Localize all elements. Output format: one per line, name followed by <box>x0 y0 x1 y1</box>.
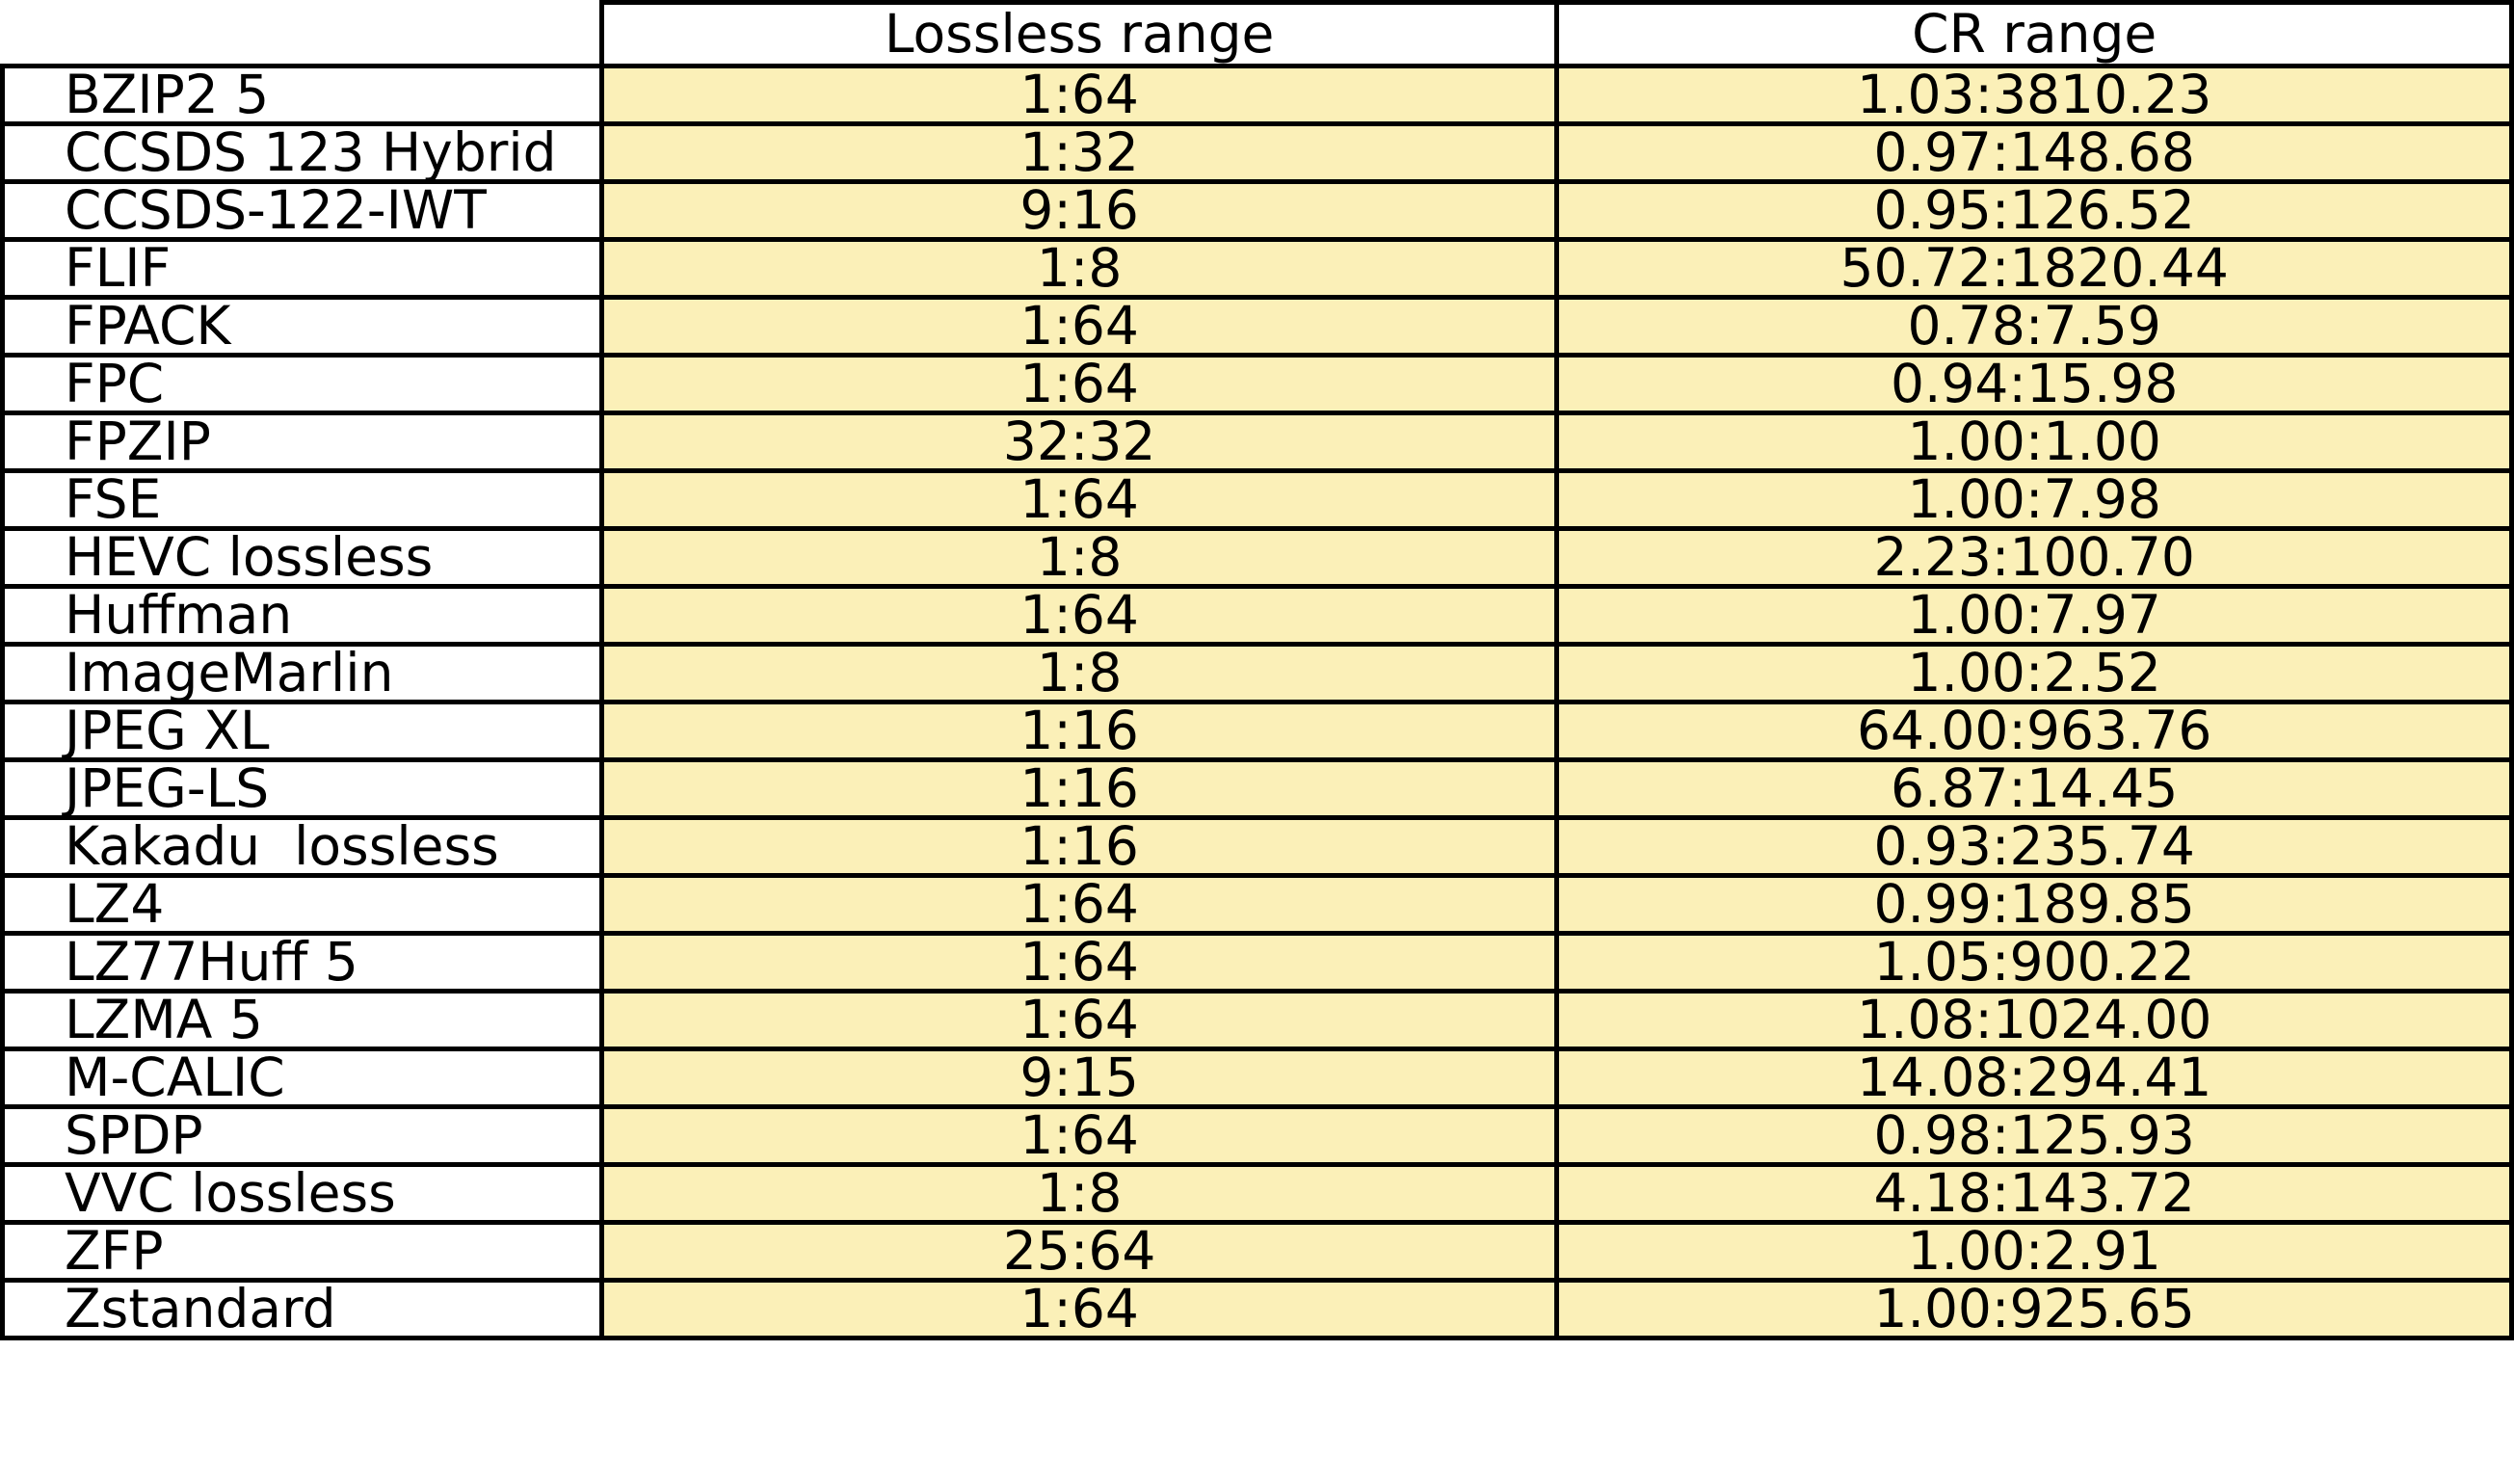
lossless-range-cell: 1:64 <box>598 873 1560 936</box>
table-row: Zstandard 1:64 1.00:925.65 <box>0 1278 2514 1340</box>
table-row: CCSDS-122-IWT 9:16 0.95:126.52 <box>0 179 2514 242</box>
lossless-range-cell: 1:16 <box>598 700 1560 762</box>
compressor-name-cell: JPEG XL <box>0 700 604 762</box>
header-blank-cell <box>2 2 604 68</box>
table-row: BZIP2 5 1:64 1.03:3810.23 <box>0 64 2514 126</box>
lossless-range-cell: 32:32 <box>598 411 1560 473</box>
header-cr-range: CR range <box>1554 0 2514 68</box>
compressor-name-cell: Kakadu lossless <box>0 815 604 878</box>
compressor-name-cell: FPC <box>0 353 604 415</box>
cr-range-cell: 0.99:189.85 <box>1554 873 2514 936</box>
table-row: Huffman 1:64 1.00:7.97 <box>0 584 2514 647</box>
compressor-name-cell: VVC lossless <box>0 1162 604 1225</box>
compressor-name-cell: Zstandard <box>0 1278 604 1340</box>
lossless-range-cell: 1:64 <box>598 468 1560 531</box>
compression-range-table: Lossless range CR range BZIP2 5 1:64 1.03:… <box>0 0 2514 1340</box>
compressor-name-cell: M-CALIC <box>0 1047 604 1109</box>
lossless-range-cell: 9:15 <box>598 1047 1560 1109</box>
cr-range-cell: 1.00:1.00 <box>1554 411 2514 473</box>
cr-range-cell: 4.18:143.72 <box>1554 1162 2514 1225</box>
lossless-range-cell: 25:64 <box>598 1220 1560 1283</box>
lossless-range-cell: 1:16 <box>598 757 1560 820</box>
table-row: JPEG-LS 1:16 6.87:14.45 <box>0 757 2514 820</box>
table-row: Kakadu lossless 1:16 0.93:235.74 <box>0 815 2514 878</box>
table-row: FPZIP 32:32 1.00:1.00 <box>0 411 2514 473</box>
lossless-range-cell: 1:64 <box>598 989 1560 1051</box>
cr-range-cell: 6.87:14.45 <box>1554 757 2514 820</box>
compressor-name-cell: ImageMarlin <box>0 642 604 704</box>
table-row: ZFP 25:64 1.00:2.91 <box>0 1220 2514 1283</box>
compressor-name-cell: CCSDS 123 Hybrid <box>0 121 604 184</box>
cr-range-cell: 0.94:15.98 <box>1554 353 2514 415</box>
cr-range-cell: 1.00:7.97 <box>1554 584 2514 647</box>
table-header-row: Lossless range CR range <box>2 0 2514 68</box>
lossless-range-cell: 1:8 <box>598 1162 1560 1225</box>
cr-range-cell: 1.05:900.22 <box>1554 931 2514 994</box>
cr-range-cell: 2.23:100.70 <box>1554 526 2514 589</box>
lossless-range-cell: 1:8 <box>598 237 1560 300</box>
compressor-name-cell: CCSDS-122-IWT <box>0 179 604 242</box>
compressor-name-cell: LZ77Huff 5 <box>0 931 604 994</box>
table-body: BZIP2 5 1:64 1.03:3810.23 CCSDS 123 Hybrid 1… <box>0 64 2514 1340</box>
table-row: CCSDS 123 Hybrid 1:32 0.97:148.68 <box>0 121 2514 184</box>
lossless-range-cell: 1:16 <box>598 815 1560 878</box>
cr-range-cell: 1.08:1024.00 <box>1554 989 2514 1051</box>
compressor-name-cell: HEVC lossless <box>0 526 604 589</box>
lossless-range-cell: 1:64 <box>598 64 1560 126</box>
table-row: JPEG XL 1:16 64.00:963.76 <box>0 700 2514 762</box>
lossless-range-cell: 1:64 <box>598 1278 1560 1340</box>
lossless-range-cell: 1:8 <box>598 642 1560 704</box>
table-row: FPC 1:64 0.94:15.98 <box>0 353 2514 415</box>
table-row: VVC lossless 1:8 4.18:143.72 <box>0 1162 2514 1225</box>
cr-range-cell: 64.00:963.76 <box>1554 700 2514 762</box>
cr-range-cell: 1.03:3810.23 <box>1554 64 2514 126</box>
compressor-name-cell: LZMA 5 <box>0 989 604 1051</box>
cr-range-cell: 0.95:126.52 <box>1554 179 2514 242</box>
compressor-name-cell: SPDP <box>0 1104 604 1167</box>
table-row: FPACK 1:64 0.78:7.59 <box>0 295 2514 358</box>
lossless-range-cell: 1:32 <box>598 121 1560 184</box>
cr-range-cell: 1.00:2.91 <box>1554 1220 2514 1283</box>
table-row: LZMA 5 1:64 1.08:1024.00 <box>0 989 2514 1051</box>
compressor-name-cell: FLIF <box>0 237 604 300</box>
lossless-range-cell: 1:64 <box>598 1104 1560 1167</box>
header-lossless-range: Lossless range <box>598 0 1560 68</box>
cr-range-cell: 0.97:148.68 <box>1554 121 2514 184</box>
compressor-name-cell: FSE <box>0 468 604 531</box>
cr-range-cell: 14.08:294.41 <box>1554 1047 2514 1109</box>
lossless-range-cell: 1:64 <box>598 584 1560 647</box>
cr-range-cell: 0.98:125.93 <box>1554 1104 2514 1167</box>
compression-range-table-container: Lossless range CR range BZIP2 5 1:64 1.03:… <box>0 0 2514 1340</box>
table-row: LZ4 1:64 0.99:189.85 <box>0 873 2514 936</box>
cr-range-cell: 1.00:2.52 <box>1554 642 2514 704</box>
cr-range-cell: 1.00:7.98 <box>1554 468 2514 531</box>
compressor-name-cell: FPACK <box>0 295 604 358</box>
cr-range-cell: 50.72:1820.44 <box>1554 237 2514 300</box>
compressor-name-cell: BZIP2 5 <box>0 64 604 126</box>
compressor-name-cell: FPZIP <box>0 411 604 473</box>
table-row: SPDP 1:64 0.98:125.93 <box>0 1104 2514 1167</box>
table-row: FLIF 1:8 50.72:1820.44 <box>0 237 2514 300</box>
table-row: HEVC lossless 1:8 2.23:100.70 <box>0 526 2514 589</box>
lossless-range-cell: 1:64 <box>598 295 1560 358</box>
compressor-name-cell: ZFP <box>0 1220 604 1283</box>
lossless-range-cell: 1:8 <box>598 526 1560 589</box>
compressor-name-cell: Huffman <box>0 584 604 647</box>
lossless-range-cell: 1:64 <box>598 931 1560 994</box>
table-row: ImageMarlin 1:8 1.00:2.52 <box>0 642 2514 704</box>
compressor-name-cell: JPEG-LS <box>0 757 604 820</box>
lossless-range-cell: 9:16 <box>598 179 1560 242</box>
lossless-range-cell: 1:64 <box>598 353 1560 415</box>
table-row: FSE 1:64 1.00:7.98 <box>0 468 2514 531</box>
compressor-name-cell: LZ4 <box>0 873 604 936</box>
cr-range-cell: 0.93:235.74 <box>1554 815 2514 878</box>
cr-range-cell: 1.00:925.65 <box>1554 1278 2514 1340</box>
cr-range-cell: 0.78:7.59 <box>1554 295 2514 358</box>
table-row: M-CALIC 9:15 14.08:294.41 <box>0 1047 2514 1109</box>
table-row: LZ77Huff 5 1:64 1.05:900.22 <box>0 931 2514 994</box>
